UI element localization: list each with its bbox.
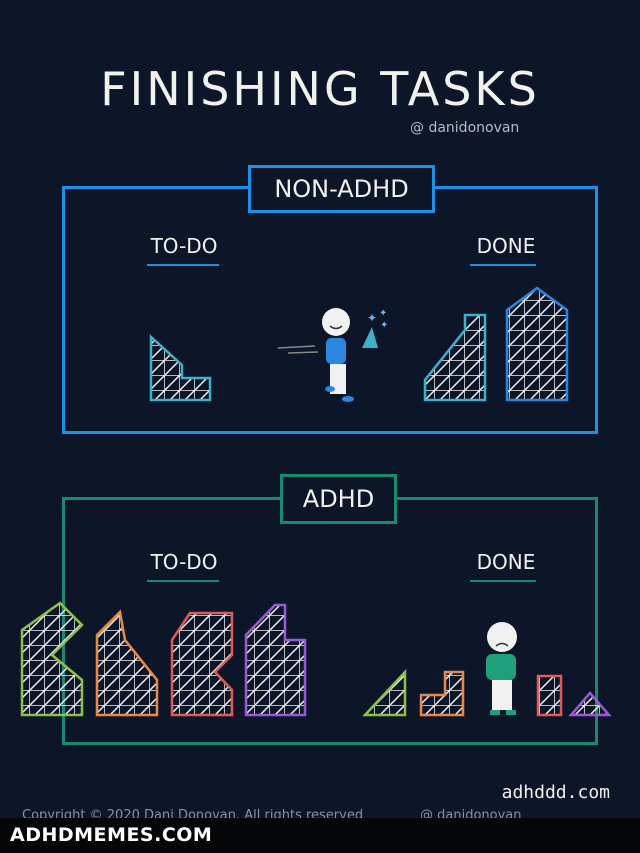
todo-block-orange	[95, 609, 159, 717]
done-block-orange	[419, 670, 465, 717]
todo-blocks-shape	[149, 334, 212, 402]
adhd-todo-heading: TO-DO	[150, 550, 218, 574]
todo-block-purple	[244, 603, 307, 717]
underline	[470, 264, 536, 266]
todo-block-red	[170, 611, 234, 717]
non-adhd-done-heading: DONE	[476, 234, 536, 258]
todo-block-green	[20, 601, 84, 717]
page-title: FINISHING TASKS	[100, 62, 540, 116]
watermark-text: ADHDMEMES.COM	[10, 824, 213, 846]
underline	[147, 580, 219, 582]
adhd-done-heading: DONE	[476, 550, 536, 574]
done-blocks-teal	[423, 313, 487, 402]
happy-person-icon: ✦ ✦ ✦	[277, 308, 388, 402]
svg-text:✦: ✦	[367, 311, 377, 325]
watermark-bar	[0, 818, 640, 853]
svg-text:✦: ✦	[380, 320, 388, 331]
adhd-label: ADHD	[280, 474, 397, 524]
done-block-purple	[568, 691, 612, 717]
done-block-red	[536, 674, 563, 717]
sad-person-icon	[486, 622, 517, 715]
svg-text:✦: ✦	[379, 308, 387, 319]
author-credit: @ danidonovan	[410, 120, 520, 136]
site-url[interactable]: adhddd.com	[501, 782, 610, 803]
underline	[470, 580, 536, 582]
non-adhd-todo-heading: TO-DO	[150, 234, 218, 258]
non-adhd-label: NON-ADHD	[248, 165, 435, 213]
done-blocks-blue	[505, 286, 569, 402]
underline	[147, 264, 219, 266]
done-block-green	[362, 668, 407, 717]
